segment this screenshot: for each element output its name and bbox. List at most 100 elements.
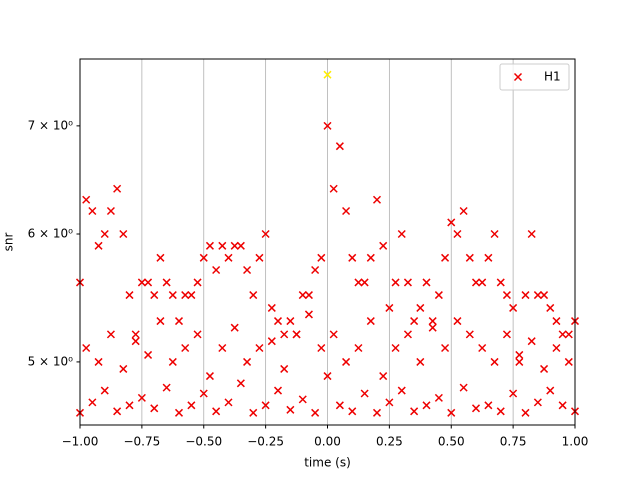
marker [521,291,530,300]
marker [552,343,561,353]
marker [181,343,190,353]
marker [391,278,400,287]
marker [181,291,190,300]
marker [348,407,357,416]
y-tick-label: 5 × 10⁰ [28,354,74,368]
marker [335,401,344,410]
marker [441,253,450,262]
marker [156,317,165,326]
marker [323,70,332,79]
marker [218,241,227,250]
marker [230,323,239,332]
legend-label: H1 [544,70,561,84]
marker [372,195,382,204]
marker [379,372,388,381]
marker [428,323,437,332]
marker [484,401,493,410]
marker [546,386,555,395]
marker [273,317,283,326]
marker [113,407,122,416]
marker [533,291,542,300]
marker [354,278,363,287]
x-tick-label: 0.25 [376,435,403,449]
marker [453,317,462,326]
marker [465,253,474,262]
marker [521,408,530,417]
marker [397,229,406,239]
marker [513,72,523,82]
marker [106,330,115,339]
marker [243,357,252,366]
marker [82,343,91,353]
marker [193,330,202,339]
marker [212,265,221,275]
marker [267,337,276,346]
marker [410,407,419,416]
marker [88,398,97,407]
marker [205,372,214,381]
marker [168,357,177,366]
marker [280,330,289,339]
marker [224,253,233,262]
marker [286,405,295,414]
marker [162,278,171,287]
marker [150,291,159,300]
marker [552,317,561,326]
marker [484,253,493,262]
marker [255,253,264,262]
marker [465,330,474,339]
marker [502,291,511,300]
x-tick-label: −0.50 [185,435,222,449]
legend: H1 [499,63,570,91]
marker [502,330,511,339]
marker [249,291,258,300]
marker [471,278,481,287]
marker [509,303,518,312]
marker [267,303,276,312]
marker [558,401,567,410]
marker [360,389,369,398]
marker [144,350,153,359]
marker [496,407,505,416]
marker [106,206,115,216]
marker [410,317,419,326]
marker [379,241,388,250]
marker [546,303,555,312]
marker [335,142,344,151]
marker [144,278,153,287]
marker [311,408,320,417]
marker [342,206,351,216]
marker [342,357,351,366]
marker [261,401,270,410]
marker [434,291,443,300]
marker [317,253,326,262]
marker [125,401,134,410]
marker [422,278,431,287]
marker [162,383,171,392]
marker [564,330,573,339]
marker [137,278,146,287]
marker [496,278,505,287]
marker [131,337,140,346]
marker [366,317,375,326]
marker [447,408,456,417]
marker [447,218,456,227]
marker [137,393,146,402]
marker [366,253,375,262]
x-tick-label: −0.25 [247,435,284,449]
marker [187,401,196,410]
marker [174,317,184,326]
x-tick-label: 0.00 [314,435,341,449]
x-tick-label: −0.75 [123,435,160,449]
marker [311,265,320,275]
marker [156,253,165,262]
marker [280,364,289,373]
marker [100,229,109,239]
marker [236,241,245,250]
marker [329,330,338,339]
marker [403,330,412,339]
y-tick-label: 7 × 10⁰ [28,118,74,132]
marker [224,398,233,407]
marker [205,241,214,250]
marker [490,229,499,239]
